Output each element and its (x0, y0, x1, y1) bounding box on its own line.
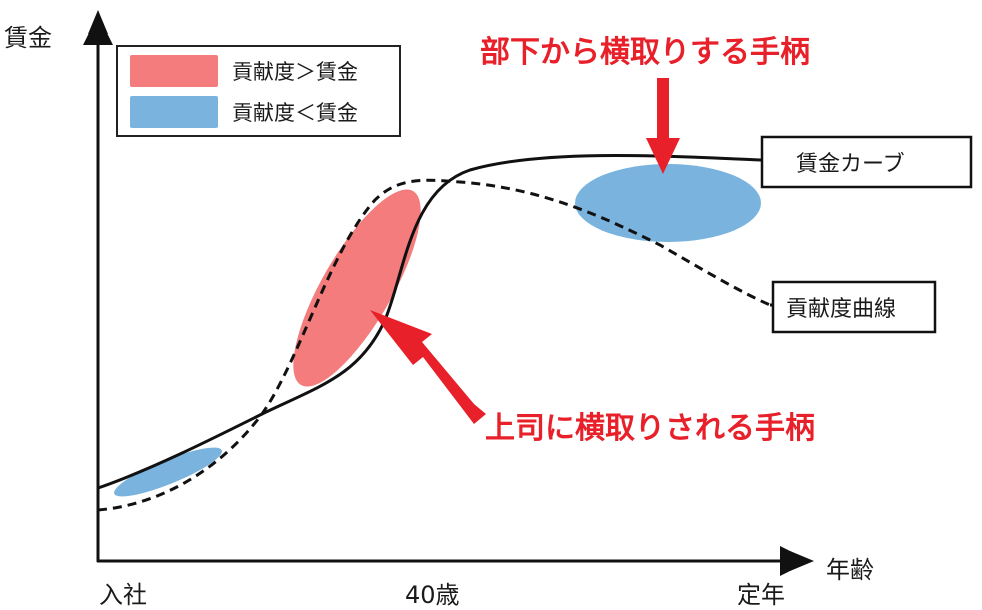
legend-label-overpaid: 貢献度＜賃金 (232, 101, 358, 125)
contribution-curve-label-box (771, 280, 937, 334)
legend-label-underpaid: 貢献度＞賃金 (232, 60, 358, 84)
legend-swatch-underpaid (130, 55, 218, 87)
wage-curve (97, 154, 761, 490)
x-axis-arrowhead (790, 551, 814, 571)
top-annotation-text: 部下から横取りする手柄 (480, 35, 810, 70)
x-axis-label: 年齢 (826, 556, 874, 584)
legend-swatch-overpaid (130, 96, 218, 128)
wage-curve-label: 賃金カーブ (796, 152, 905, 177)
underpaid-region-mid (293, 189, 421, 387)
x-tick-age-40: 40歳 (405, 581, 460, 609)
bottom-annotation-text: 上司に横取りされる手柄 (485, 411, 815, 446)
overpaid-region-early (114, 447, 222, 497)
wage-curve-label-box (760, 135, 973, 189)
y-axis-arrowhead (88, 10, 108, 34)
x-tick-join: 入社 (99, 581, 147, 609)
legend: 貢献度＞賃金 貢献度＜賃金 (116, 45, 401, 137)
bottom-annotation-arrow (370, 310, 486, 424)
top-annotation-arrow (646, 78, 680, 174)
contribution-curve-label: 貢献度曲線 (786, 297, 896, 322)
y-axis-label: 賃金 (4, 24, 52, 52)
contribution-curve (97, 178, 771, 512)
overpaid-region-late (575, 164, 761, 242)
x-tick-retirement: 定年 (737, 581, 785, 609)
